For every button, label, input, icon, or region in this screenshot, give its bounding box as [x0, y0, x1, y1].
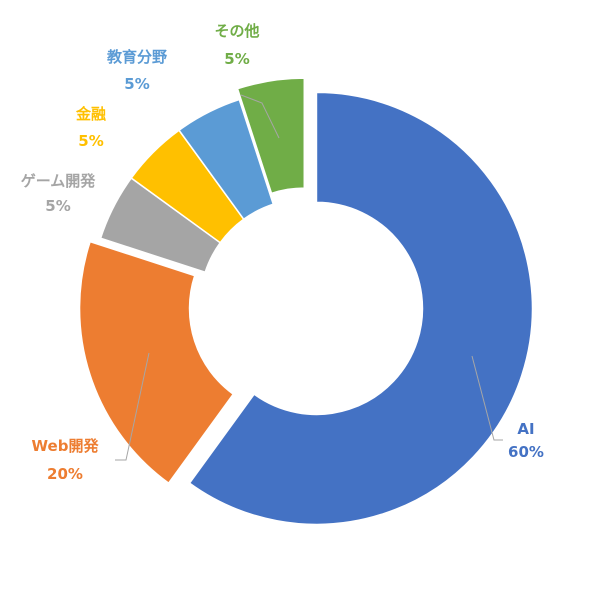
slice-0 — [188, 91, 534, 526]
slice-name-label-5: その他 — [214, 22, 259, 40]
leader-line-0 — [471, 355, 503, 441]
slice-4 — [177, 98, 275, 221]
slice-name-label-2: ゲーム開発 — [21, 172, 97, 190]
leader-line-1 — [115, 352, 150, 461]
slice-value-label-2: 5% — [45, 197, 70, 215]
slice-1 — [78, 240, 235, 485]
slice-value-label-5: 5% — [224, 50, 249, 68]
slice-name-label-3: 金融 — [75, 105, 106, 123]
slice-value-label-1: 20% — [47, 465, 83, 483]
slice-value-label-4: 5% — [124, 75, 149, 93]
slice-value-label-3: 5% — [78, 132, 103, 150]
slice-value-label-0: 60% — [508, 443, 544, 461]
leader-line-5 — [240, 94, 280, 139]
slice-name-label-1: Web開発 — [32, 437, 100, 455]
slice-5 — [236, 77, 306, 195]
slice-name-label-4: 教育分野 — [106, 48, 167, 66]
slice-name-label-0: AI — [517, 420, 534, 438]
